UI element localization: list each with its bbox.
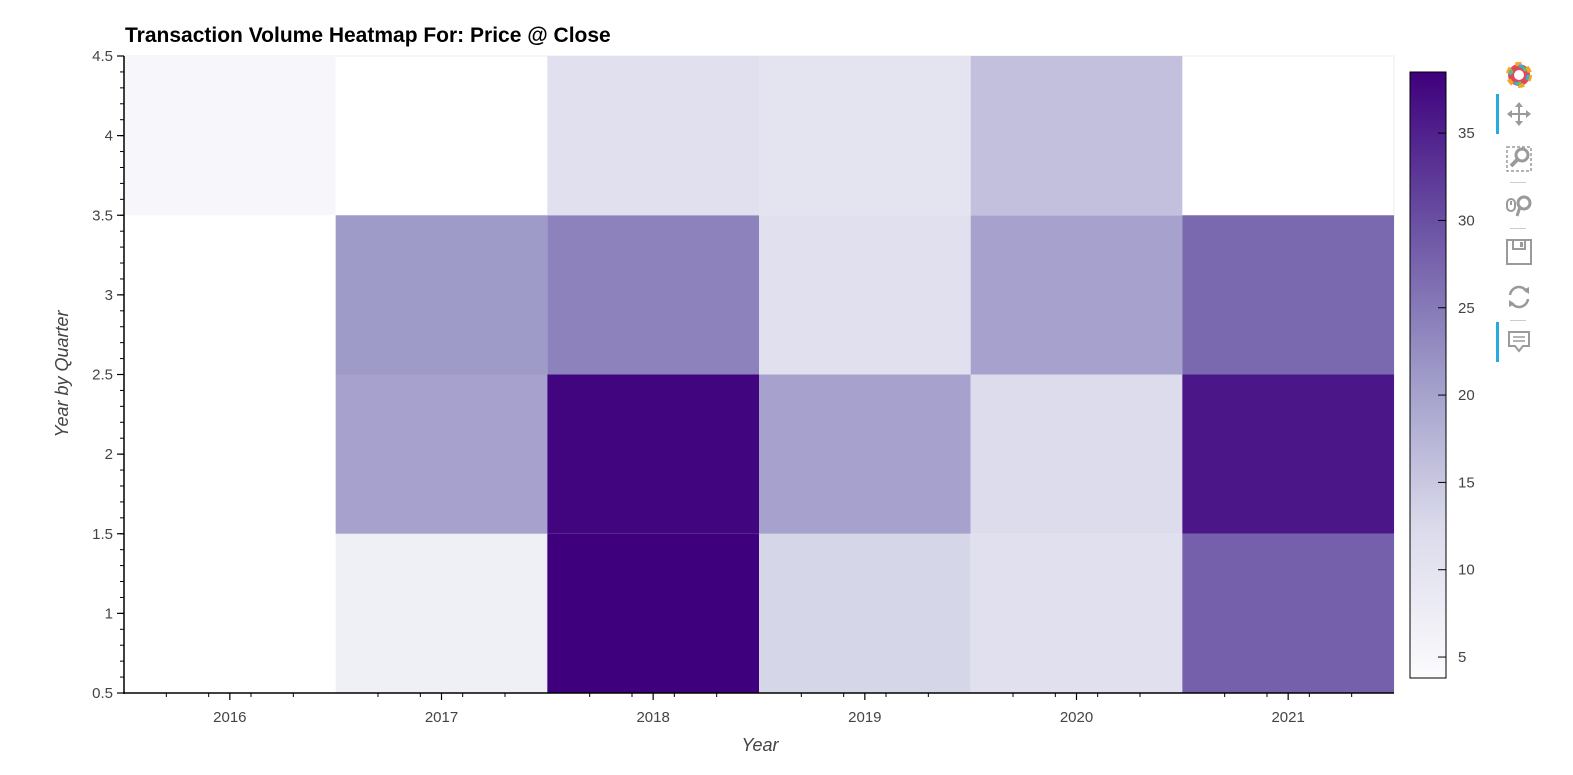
heatmap-cell-2019-q3[interactable] — [759, 215, 971, 375]
x-tick-label: 2021 — [1271, 709, 1304, 726]
wheel-zoom-icon — [1506, 195, 1532, 217]
box-zoom-icon — [1506, 146, 1532, 172]
colorbar-tick-label: 25 — [1458, 300, 1475, 317]
heatmap-cell-2020-q3[interactable] — [970, 215, 1183, 375]
heatmap-cell-2018-q1[interactable] — [547, 533, 759, 693]
active-indicator — [1496, 322, 1499, 362]
colorbar-tick-label: 10 — [1458, 562, 1475, 579]
y-tick-label: 3.5 — [92, 207, 113, 224]
heatmap-cell-2018-q4[interactable] — [547, 56, 759, 216]
heatmap-cell-2021-q1[interactable] — [1182, 533, 1394, 693]
reset-icon — [1508, 285, 1530, 309]
x-tick-label: 2019 — [848, 709, 881, 726]
bokeh-logo-icon — [1506, 62, 1532, 88]
x-tick-label: 2017 — [425, 709, 458, 726]
heatmap-cell-2021-q3[interactable] — [1182, 215, 1394, 375]
heatmap-cell-2018-q2[interactable] — [547, 374, 759, 534]
heatmap-cell-2017-q2[interactable] — [335, 374, 548, 534]
x-tick-label: 2018 — [636, 709, 669, 726]
y-axis: 0.5 1 1.5 2 2.5 3 3.5 4 4.5 — [92, 48, 125, 702]
x-tick-label: 2020 — [1060, 709, 1093, 726]
colorbar-tick-label: 15 — [1458, 474, 1475, 491]
hover-icon — [1508, 331, 1530, 353]
heatmap-cell-2016-q4[interactable] — [124, 56, 336, 216]
heatmap-cell-2021-q2[interactable] — [1182, 374, 1394, 534]
y-tick-label: 4 — [105, 128, 113, 145]
wheel-zoom-tool-button[interactable] — [1496, 186, 1540, 226]
reset-tool-button[interactable] — [1496, 277, 1540, 317]
heatmap-cell-2020-q1[interactable] — [970, 533, 1183, 693]
hover-tool-button[interactable] — [1496, 322, 1540, 362]
y-axis-label: Year by Quarter — [52, 309, 72, 437]
heatmap-cell-2018-q3[interactable] — [547, 215, 759, 375]
save-icon — [1506, 239, 1532, 265]
colorbar-gradient — [1409, 71, 1447, 679]
y-tick-label: 4.5 — [92, 48, 113, 65]
heatmap-cell-2017-q3[interactable] — [335, 215, 548, 375]
save-tool-button[interactable] — [1496, 232, 1540, 272]
colorbar: 5 10 15 20 25 30 35 — [1409, 71, 1475, 679]
heatmap-cell-2017-q1[interactable] — [335, 533, 548, 693]
active-indicator — [1496, 94, 1499, 134]
heatmap-cell-2019-q2[interactable] — [759, 374, 971, 534]
box-zoom-tool-button[interactable] — [1496, 139, 1540, 179]
colorbar-tick-label: 30 — [1458, 212, 1475, 229]
chart-title: Transaction Volume Heatmap For: Price @ … — [125, 24, 611, 47]
heatmap-cell-2019-q1[interactable] — [759, 533, 971, 693]
y-tick-label: 2 — [105, 446, 113, 463]
plot-area[interactable] — [123, 55, 1395, 694]
pan-icon — [1507, 102, 1531, 126]
y-tick-label: 1.5 — [92, 526, 113, 543]
y-tick-label: 1 — [105, 605, 113, 622]
y-tick-label: 2.5 — [92, 367, 113, 384]
colorbar-tick-label: 20 — [1458, 387, 1475, 404]
colorbar-tick-label: 5 — [1458, 649, 1466, 666]
pan-tool-button[interactable] — [1496, 94, 1540, 134]
x-tick-label: 2016 — [213, 709, 246, 726]
colorbar-tick-label: 35 — [1458, 125, 1475, 142]
y-tick-label: 0.5 — [92, 685, 113, 702]
toolbar — [1496, 52, 1540, 382]
x-axis: 2016 2017 2018 2019 2020 2021 — [123, 692, 1394, 726]
x-axis-label: Year — [741, 735, 779, 755]
heatmap-cell-2019-q4[interactable] — [759, 56, 971, 216]
heatmap-cell-2020-q4[interactable] — [970, 56, 1183, 216]
heatmap-cell-2020-q2[interactable] — [970, 374, 1183, 534]
bokeh-logo-button[interactable] — [1496, 52, 1540, 92]
y-tick-label: 3 — [105, 287, 113, 304]
